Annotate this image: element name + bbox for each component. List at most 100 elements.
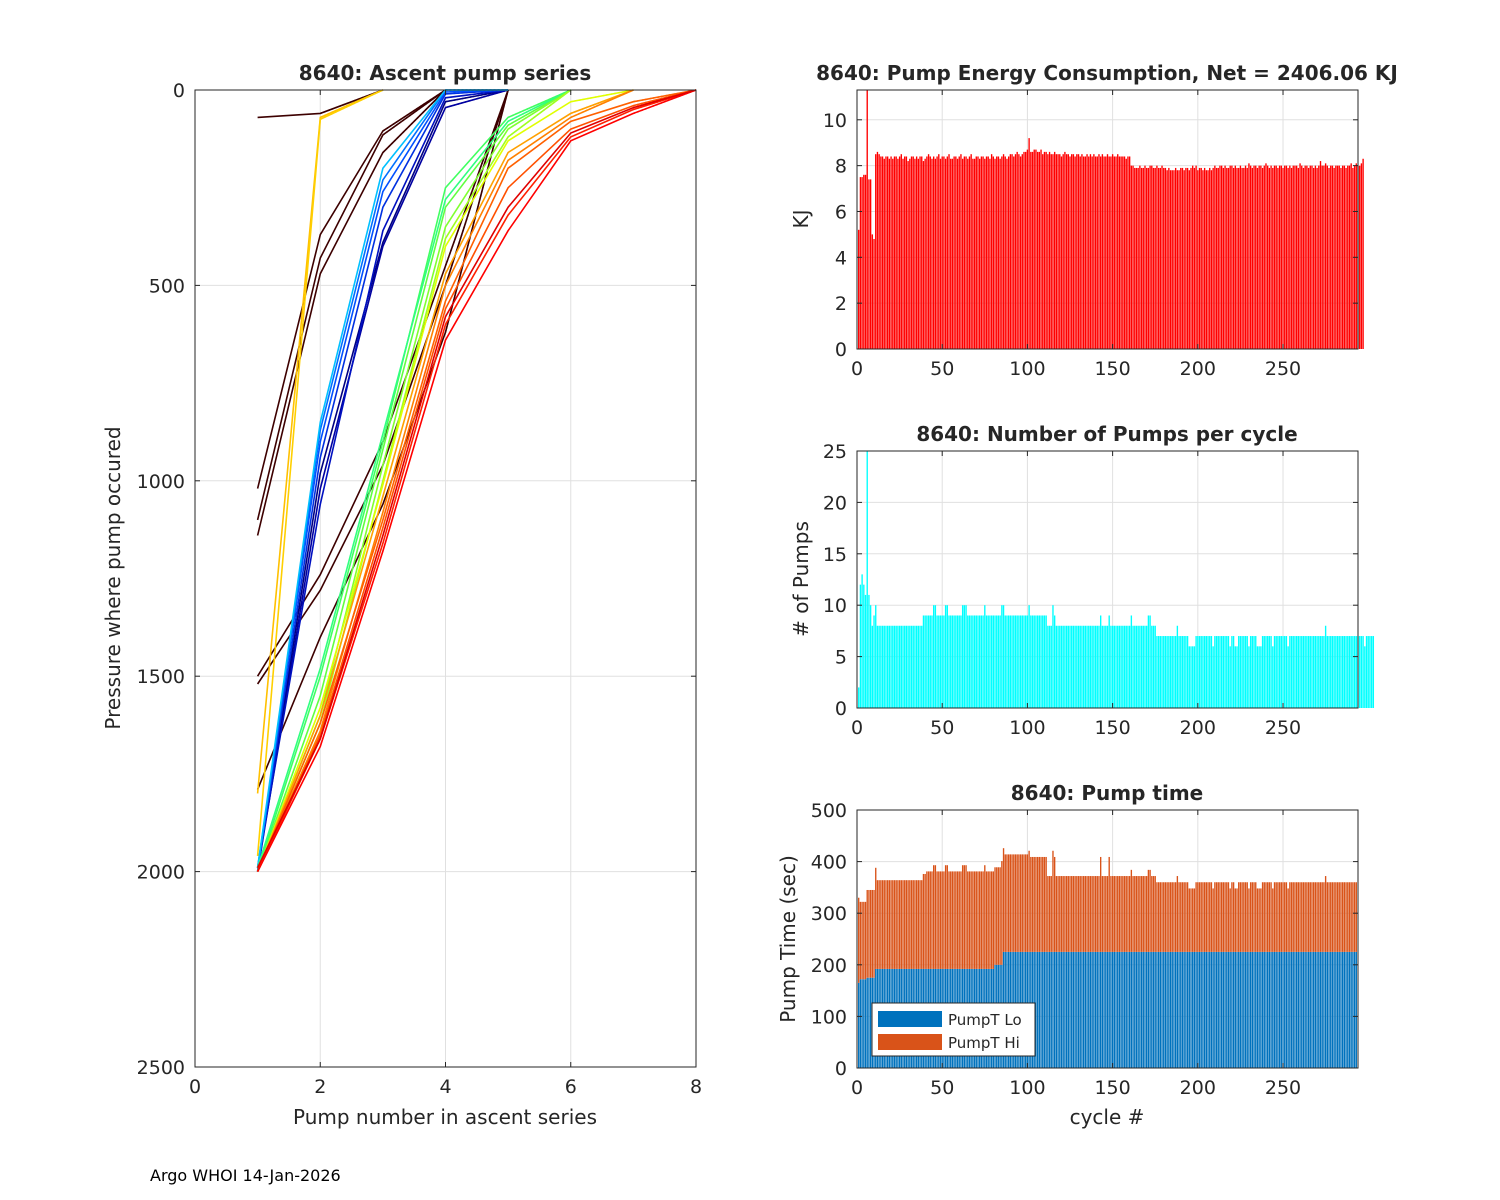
pumptime-bar-hi [1330,882,1332,952]
pumptime-bar-hi [1217,882,1219,952]
pumps-bar [953,615,955,708]
pumptime-bar-hi [1202,882,1204,952]
pumptime-bar-lo [1192,951,1194,1068]
pumps-bar [1057,625,1059,708]
pumptime-bar-hi [1161,882,1163,952]
pumps-bar [1028,605,1030,708]
pumptime-bar-lo [1280,951,1282,1068]
pumps-bar [1094,625,1097,708]
pumptime-bar-lo [868,977,870,1068]
energy-ytick-label: 0 [835,339,847,361]
pumptime-bar-hi [1324,876,1327,952]
pumps-bar [902,625,904,708]
pumps-bar [1253,636,1255,708]
energy-bar [869,179,872,349]
pumptime-bar-hi [866,889,868,978]
pumps-bar [1103,625,1105,708]
pumptime-bar-lo [1157,951,1160,1068]
energy-bar [1272,167,1274,349]
pumps-bar [1152,625,1155,708]
pumps-xtick-label: 200 [1180,717,1216,739]
pumps-bar [1137,625,1139,708]
pumps-bar [1139,625,1141,708]
pumps-bar [987,615,989,708]
pumps-bar [1082,625,1085,708]
pumptime-bar-hi [1311,882,1313,952]
pumps-bar [989,615,991,708]
ascent-series-last-segment [319,89,384,120]
energy-bar [1166,170,1168,349]
energy-bar [1059,154,1061,349]
pumptime-bar-lo [1246,951,1248,1068]
pumptime-bar-lo [1261,951,1264,1068]
pumps-bar [1244,636,1247,708]
energy-bar [992,156,994,349]
ascent-series-last-segment [507,89,572,138]
pumps-bar [1275,636,1277,708]
pumptime-bar-lo [1347,951,1349,1068]
pumptime-legend: PumpT Lo PumpT Hi [871,1002,1036,1057]
energy-bar [1232,167,1235,349]
pumptime-bar-hi [876,880,879,969]
pumps-ticks: 0 50 100 150 200 250 0 5 10 15 20 25 [823,441,1358,739]
energy-bar [1267,165,1269,349]
energy-bar [1161,165,1163,349]
energy-bar [919,156,921,349]
pumptime-bar-hi [1205,882,1208,952]
pumps-bar [973,615,976,708]
pumptime-bar-hi [1253,882,1255,952]
pumptime-bar-lo [1212,951,1214,1068]
energy-bar [1047,154,1049,349]
pumptime-bar-lo [1101,951,1104,1068]
energy-bar [1164,167,1167,349]
pumptime-bar-lo [1292,951,1294,1068]
pumptime-bar-lo [1209,951,1211,1068]
pumps-bar [1195,636,1197,708]
pumps-bar [1263,636,1265,708]
energy-bar [1094,156,1097,349]
energy-bar [979,158,981,349]
pumps-bar [1062,625,1064,708]
energy-bar [1055,154,1058,349]
pumptime-bar-lo [858,982,860,1068]
energy-bar [1151,165,1153,349]
pumps-bar [975,615,977,708]
pumptime-bar-lo [1267,951,1269,1068]
pumptime-bar-hi [1302,882,1305,952]
ascent-series-line [256,89,697,872]
pumptime-bar-lo [1330,951,1332,1068]
pumptime-bar-lo [1077,951,1080,1068]
pumps-bar [1255,636,1257,708]
pumptime-bar-hi [1215,882,1218,952]
pumps-bar [1246,636,1248,708]
pumps-bar [1040,615,1042,708]
energy-bar [1040,149,1042,349]
pumptime-bar-lo [1132,951,1134,1068]
energy-bar [1076,154,1078,349]
pumps-bar [980,615,983,708]
pumptime-bar-hi [878,880,880,969]
pumptime-bar-lo [1270,951,1272,1068]
pumps-bar [1289,636,1291,708]
pumptime-bar-hi [1013,854,1015,952]
pumps-bar [1222,636,1225,708]
energy-bar [941,156,943,349]
pumps-bar [1159,636,1161,708]
energy-bar [1227,167,1230,349]
energy-axes-box [856,89,1359,350]
pumptime-bar-lo [1042,951,1044,1068]
pumps-bar [1147,615,1150,708]
energy-bar [1045,151,1047,349]
pumptime-bar-lo [1163,951,1165,1068]
pumptime-bar-hi [1081,876,1083,952]
pumptime-bar-hi [985,871,988,969]
pumps-bar [992,615,994,708]
pumptime-bar-hi [1025,854,1027,952]
pumptime-bar-lo [1149,951,1151,1068]
pumptime-bar-hi [1258,888,1260,952]
energy-bar [936,156,938,349]
pumps-bar [933,605,935,708]
energy-bar [1038,151,1041,349]
pumptime-bar-hi [1173,882,1175,952]
energy-bar [1101,154,1104,349]
